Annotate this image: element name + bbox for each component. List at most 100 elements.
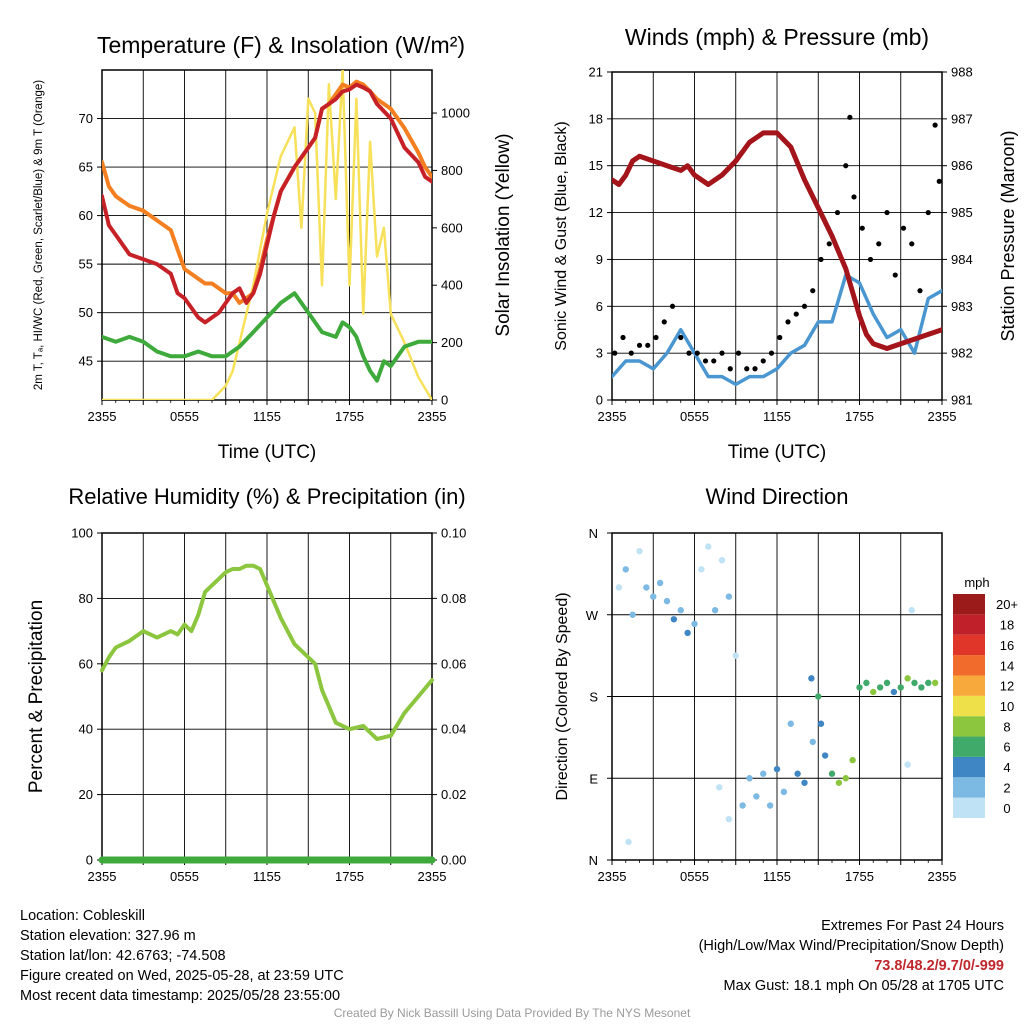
winds-ytick-label: 3: [596, 346, 603, 361]
temperature-xlabel: Time (UTC): [218, 442, 317, 463]
colorbar: mph 0 2 4 6 8 10 12 14 16 18 20+: [953, 575, 1018, 818]
winds-ytick-label: 21: [589, 65, 603, 80]
extremes-title: Extremes For Past 24 Hours: [821, 918, 1004, 934]
temperature-ytick-right-label: 800: [441, 163, 463, 178]
gust-point: [645, 342, 651, 348]
direction-point: [780, 788, 788, 796]
humidity-ylabel: Percent & Precipitation: [26, 600, 47, 793]
humidity-xtick-label: 1155: [253, 869, 281, 884]
extremes-values: 73.8/48.2/9.7/0/-999: [874, 958, 1004, 974]
winds-ytick-right-label: 981: [951, 393, 973, 408]
humidity-ytick-label: 60: [79, 656, 93, 671]
temperature-ytick-right-label: 1000: [441, 106, 470, 121]
gust-point: [818, 256, 824, 263]
gust-point: [925, 209, 931, 216]
humidity-ytick-right-label: 0.08: [441, 591, 466, 606]
gust-point: [752, 366, 758, 372]
winds-ytick-label: 12: [589, 205, 603, 220]
direction-point: [856, 684, 863, 691]
winds-ytick-right-label: 985: [951, 205, 973, 220]
direction-point: [918, 684, 925, 691]
latlon-text: Station lat/lon: 42.6763; -74.508: [20, 948, 226, 964]
colorbar-label: 6: [1003, 740, 1010, 755]
gust-point: [851, 194, 857, 200]
winds-ytick-right-label: 986: [951, 158, 973, 173]
direction-point: [766, 802, 774, 809]
winds-panel: Winds (mph) & Pressure (mb) 0 3 6 9 12 15 18 21 9…: [553, 24, 1018, 463]
gust-point: [768, 350, 775, 356]
gust-point: [847, 114, 853, 120]
winds-ylabel-right: Station Pressure (Maroon): [998, 130, 1018, 341]
direction-point: [677, 607, 684, 614]
gust-point: [760, 358, 766, 364]
gust-point: [834, 209, 841, 216]
temperature-xtick-label: 0555: [170, 409, 199, 424]
direction-point: [622, 566, 629, 573]
humidity-xtick-label: 2355: [88, 869, 117, 884]
direction-ytick-label: N: [589, 526, 598, 541]
direction-point: [629, 611, 636, 618]
temperature-xtick-label: 1755: [335, 409, 364, 424]
series-t-: [102, 291, 432, 383]
winds-xlabel: Time (UTC): [728, 442, 827, 463]
humidity-ytick-right-label: 0.04: [441, 722, 466, 737]
temperature-ytick-right-label: 0: [441, 393, 448, 408]
temperature-ytick-label: 70: [79, 111, 93, 126]
winds-ytick-right-label: 982: [951, 346, 973, 361]
temperature-ytick-label: 50: [79, 305, 93, 320]
direction-point: [656, 579, 664, 587]
direction-point: [739, 802, 746, 809]
gust-point: [810, 288, 816, 294]
station-info: Location: Cobleskill Station elevation: …: [20, 906, 344, 1006]
direction-point: [890, 688, 898, 696]
direction-point: [753, 793, 760, 800]
direction-point: [815, 693, 822, 700]
winds-ytick-right-label: 983: [951, 299, 973, 314]
humidity-panel: Relative Humidity (%) & Precipitation (i…: [26, 484, 466, 884]
direction-point: [835, 779, 843, 786]
winds-ytick-label: 9: [596, 252, 603, 267]
colorbar-swatch: [953, 594, 985, 615]
direction-point: [711, 607, 719, 614]
temperature-ytick-label: 55: [79, 257, 93, 272]
direction-point: [670, 616, 678, 623]
winds-ytick-right-label: 984: [951, 252, 973, 267]
humidity-title: Relative Humidity (%) & Precipitation (i…: [68, 484, 465, 509]
direction-point: [904, 761, 911, 768]
gust-point: [678, 334, 684, 341]
temperature-ytick-label: 45: [79, 354, 93, 369]
direction-point: [870, 688, 877, 696]
colorbar-swatch: [953, 797, 985, 818]
direction-point: [876, 684, 884, 691]
gust-point: [719, 350, 725, 356]
gust-point: [843, 163, 849, 169]
series-2m-t: [102, 82, 432, 325]
temperature-ytick-right-label: 400: [441, 278, 463, 293]
direction-point: [809, 738, 816, 746]
direction-title: Wind Direction: [705, 484, 848, 509]
extremes-info: Extremes For Past 24 Hours (High/Low/Max…: [699, 916, 1004, 996]
direction-points: [615, 543, 939, 846]
direction-ytick-label: S: [589, 690, 598, 705]
colorbar-swatch: [953, 736, 985, 757]
humidity-ytick-label: 100: [71, 526, 93, 541]
humidity-ytick-label: 80: [79, 591, 93, 606]
direction-point: [801, 779, 808, 786]
gust-point: [867, 256, 874, 263]
humidity-ytick-right-label: 0.00: [441, 853, 466, 868]
direction-point: [746, 775, 753, 782]
direction-point: [760, 770, 767, 777]
humidity-xtick-label: 1755: [335, 869, 364, 884]
direction-xtick-label: 2355: [928, 869, 957, 884]
direction-point: [794, 770, 801, 777]
direction-point: [663, 597, 671, 605]
elevation-text: Station elevation: 327.96 m: [20, 928, 196, 944]
series-relative-humidity: [100, 563, 434, 741]
direction-point: [691, 620, 698, 628]
gust-point: [636, 342, 643, 348]
gust-point: [793, 311, 799, 317]
colorbar-label: 4: [1003, 760, 1010, 775]
colorbar-swatch: [953, 695, 985, 717]
